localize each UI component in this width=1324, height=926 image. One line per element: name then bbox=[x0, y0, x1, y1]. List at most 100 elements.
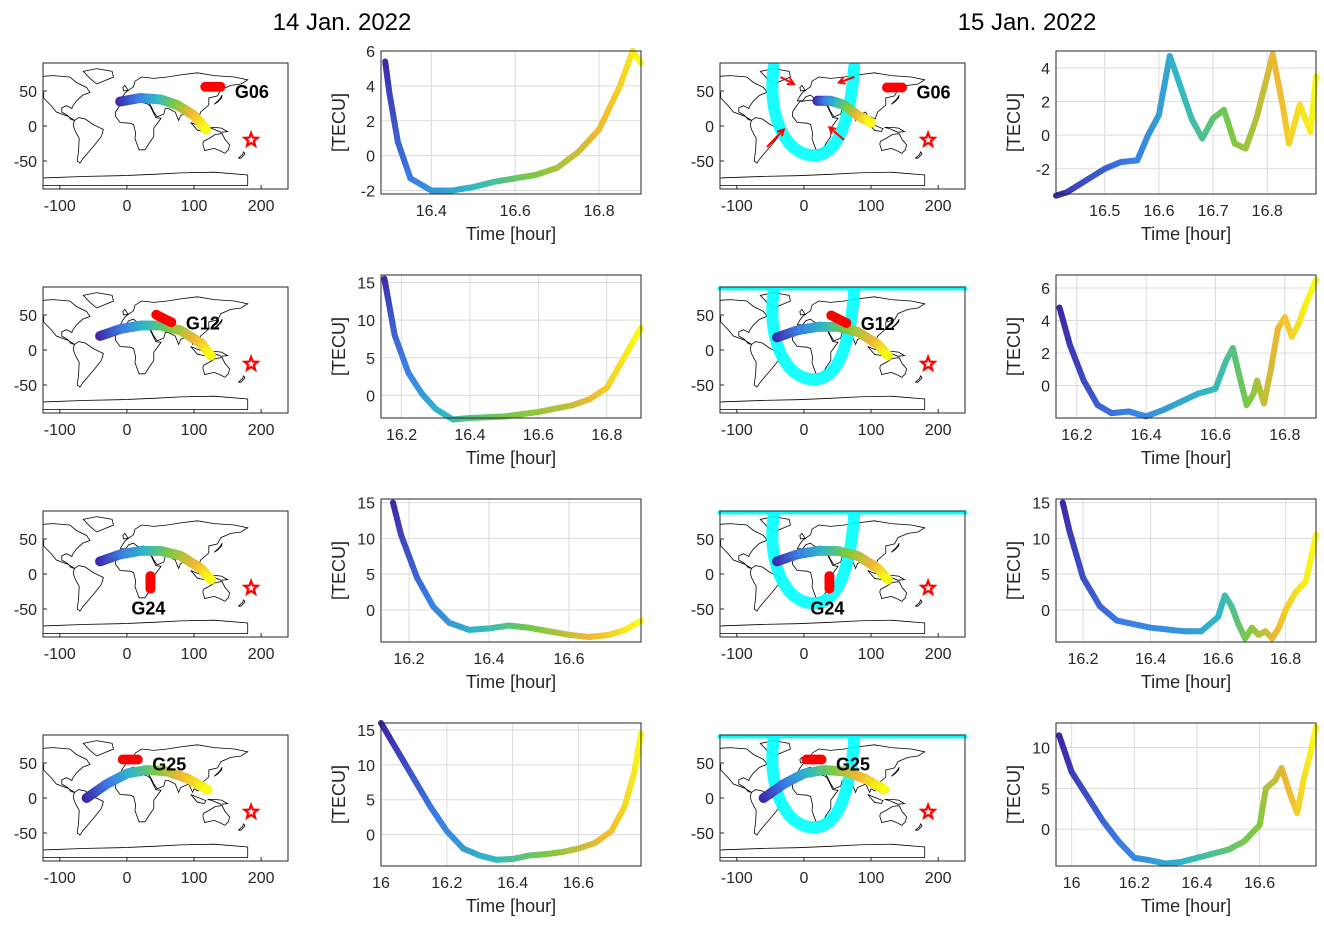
chart-background bbox=[381, 499, 641, 642]
coastline-icon bbox=[915, 599, 923, 607]
coastline-icon bbox=[720, 299, 768, 345]
map-xtick-label: -100 bbox=[44, 646, 76, 663]
y-tick-label: 5 bbox=[1041, 567, 1050, 584]
y-axis-label: [TECU] bbox=[329, 93, 349, 152]
coastline-icon bbox=[202, 357, 231, 378]
map-content bbox=[43, 516, 249, 634]
epicenter-star-icon bbox=[241, 577, 261, 597]
y-tick-label: 10 bbox=[1032, 531, 1050, 548]
map-xtick-label: 200 bbox=[248, 422, 275, 439]
chart-background bbox=[381, 51, 641, 194]
arrow-icon bbox=[766, 128, 785, 148]
map-content bbox=[43, 68, 249, 186]
tec-chart-g06: 16.5 16.6 16.7 16.8 -2 0 2 4 Time [hour] [TECU] bbox=[1004, 50, 1319, 244]
coastline-icon bbox=[82, 740, 114, 757]
tec-chart-g24: 16.2 16.4 16.6 16.8 0 5 10 15 Time [hour] [TECU] bbox=[1004, 496, 1319, 692]
y-tick-label: 10 bbox=[357, 313, 375, 330]
x-tick-label: 16.6 bbox=[500, 203, 531, 220]
map-ytick-label: 0 bbox=[705, 567, 714, 584]
satellite-marker bbox=[897, 82, 908, 93]
y-tick-label: 0 bbox=[366, 388, 375, 405]
coastline-icon bbox=[207, 799, 229, 805]
track-point bbox=[866, 117, 877, 128]
satellite-label: G06 bbox=[917, 83, 951, 103]
coastline-icon bbox=[43, 523, 91, 569]
tec-chart-g25: 16 16.2 16.4 16.6 0 5 10 15 Time [hour] [TECU] bbox=[329, 720, 644, 916]
coastline-icon bbox=[720, 395, 926, 410]
x-tick-label: 16.2 bbox=[393, 651, 424, 668]
coastline-icon bbox=[207, 127, 229, 133]
map-xtick-label: 100 bbox=[858, 646, 885, 663]
y-tick-label: 0 bbox=[1041, 379, 1050, 396]
coastline-icon bbox=[72, 565, 104, 612]
coastline-icon bbox=[43, 843, 249, 858]
y-tick-label: 0 bbox=[1041, 822, 1050, 839]
coastline-icon bbox=[720, 843, 926, 858]
map-xtick-label: -100 bbox=[721, 646, 753, 663]
y-tick-label: 10 bbox=[357, 758, 375, 775]
map-xtick-label: 0 bbox=[799, 870, 808, 887]
y-tick-label: 0 bbox=[1041, 128, 1050, 145]
x-tick-label: 16.2 bbox=[431, 875, 462, 892]
tec-chart-g12: 16.2 16.4 16.6 16.8 0 2 4 6 Time [hour] [TECU] bbox=[1004, 274, 1319, 468]
y-axis-label: [TECU] bbox=[1004, 765, 1024, 824]
x-axis-label: Time [hour] bbox=[1141, 224, 1231, 244]
map-ytick-label: 50 bbox=[19, 84, 37, 101]
y-tick-label: 0 bbox=[366, 603, 375, 620]
map-ytick-label: 50 bbox=[19, 532, 37, 549]
coastline-icon bbox=[238, 151, 246, 159]
map-xtick-label: 200 bbox=[925, 422, 952, 439]
coastline-icon bbox=[720, 523, 768, 569]
map-ytick-label: 0 bbox=[28, 119, 37, 136]
coastline-icon bbox=[43, 299, 91, 345]
y-axis-label: [TECU] bbox=[1004, 93, 1024, 152]
y-tick-label: 0 bbox=[366, 149, 375, 166]
x-tick-label: 16 bbox=[372, 875, 390, 892]
x-tick-label: 16.8 bbox=[583, 203, 614, 220]
map-xtick-label: 100 bbox=[181, 870, 208, 887]
x-tick-label: 16.8 bbox=[1270, 651, 1301, 668]
x-tick-label: 16.2 bbox=[386, 427, 417, 444]
coastline-icon bbox=[82, 292, 114, 309]
satellite-label: G25 bbox=[836, 755, 870, 775]
chart-frame bbox=[380, 50, 642, 195]
coastline-icon bbox=[238, 599, 246, 607]
map-ytick-label: -50 bbox=[14, 378, 37, 395]
coastline-icon bbox=[749, 341, 781, 388]
y-tick-label: 2 bbox=[366, 114, 375, 131]
tec-chart-g06: 16.4 16.6 16.8 -2 0 2 4 6 Time [hour] [TECU] bbox=[329, 44, 644, 244]
coastline-icon bbox=[82, 68, 114, 85]
track-point bbox=[205, 574, 216, 585]
map-xtick-label: 200 bbox=[248, 646, 275, 663]
chart-frame bbox=[380, 274, 642, 419]
satellite-marker bbox=[816, 754, 827, 765]
map-background bbox=[43, 511, 288, 637]
coastline-icon bbox=[213, 766, 223, 777]
map-content bbox=[720, 511, 926, 634]
epicenter-star-icon bbox=[241, 129, 261, 149]
map-xtick-label: 100 bbox=[858, 422, 885, 439]
x-tick-label: 16 bbox=[1063, 875, 1081, 892]
map-panel-g06-15jan: G06 -100 0 100 200 50 0 -50 bbox=[691, 62, 966, 215]
map-ytick-label: 0 bbox=[28, 567, 37, 584]
coastline-icon bbox=[890, 94, 900, 105]
y-axis-label: [TECU] bbox=[1004, 541, 1024, 600]
map-ytick-label: -50 bbox=[14, 826, 37, 843]
y-tick-label: 4 bbox=[1041, 61, 1050, 78]
coastline-icon bbox=[43, 171, 249, 186]
map-xtick-label: -100 bbox=[721, 198, 753, 215]
coastline-icon bbox=[879, 805, 908, 826]
map-panel-g24-14jan: G24 -100 0 100 200 50 0 -50 bbox=[14, 510, 289, 663]
coastline-icon bbox=[202, 805, 231, 826]
map-ytick-label: 0 bbox=[705, 119, 714, 136]
x-axis-label: Time [hour] bbox=[1141, 448, 1231, 468]
x-axis-label: Time [hour] bbox=[1141, 896, 1231, 916]
track-point bbox=[882, 574, 893, 585]
map-ytick-label: -50 bbox=[14, 154, 37, 171]
coastline-icon bbox=[43, 619, 249, 634]
chart-frame bbox=[1055, 498, 1317, 643]
map-ytick-label: 50 bbox=[19, 308, 37, 325]
map-ytick-label: 0 bbox=[705, 791, 714, 808]
y-axis-label: [TECU] bbox=[329, 541, 349, 600]
